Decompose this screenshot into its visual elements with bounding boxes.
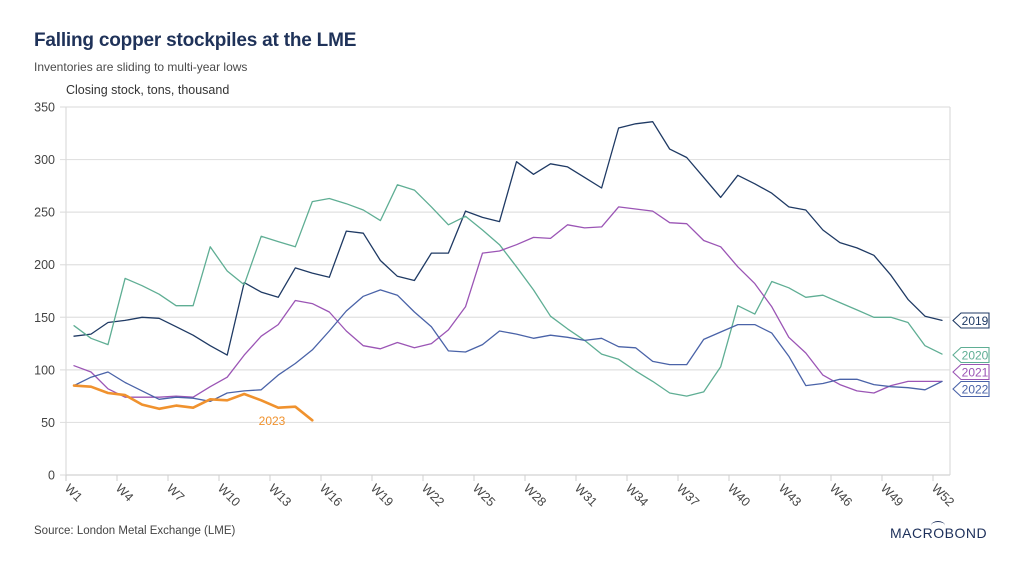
y-tick-label: 300 xyxy=(34,153,55,167)
x-tick-label: W19 xyxy=(368,481,396,509)
series-end-label-text: 2021 xyxy=(962,366,989,380)
label-flag-box xyxy=(952,346,990,364)
x-tick-label: W16 xyxy=(317,481,345,509)
label-flag-box xyxy=(952,380,990,398)
x-tick-label: W49 xyxy=(878,481,906,509)
x-tick-label: W34 xyxy=(623,481,651,509)
y-axis-caption: Closing stock, tons, thousand xyxy=(66,83,230,97)
y-tick-label: 200 xyxy=(34,258,55,272)
series-end-label-2019: 2019 xyxy=(952,312,990,329)
x-tick-label: W13 xyxy=(266,481,294,509)
x-tick-label: W46 xyxy=(827,481,855,509)
y-tick-label: 350 xyxy=(34,101,55,115)
x-tick-label: W31 xyxy=(572,481,600,509)
x-tick-label: W22 xyxy=(419,481,447,509)
x-tick-labels: W1 W4 W7 W10 W13 W16 W19 W22 W25 W28 W31 W34 W37 W40 W… xyxy=(62,481,957,509)
label-flag-box xyxy=(952,363,990,381)
label-flag-box xyxy=(952,312,990,329)
x-tick-label: W7 xyxy=(164,481,187,504)
x-tick-label: W1 xyxy=(62,481,85,504)
x-tick-label: W10 xyxy=(215,481,243,509)
x-tick-label: W25 xyxy=(470,481,498,509)
series-end-label-2021: 2021 xyxy=(952,363,990,381)
axes xyxy=(65,107,951,481)
series-end-labels: 2019 2020 2021 2022 2023 xyxy=(259,312,990,428)
y-tick-labels: 0 50 100 150 200 250 300 350 xyxy=(34,101,55,483)
series-end-label-2022: 2022 xyxy=(952,380,990,398)
gridlines xyxy=(60,106,950,476)
series-end-label-text: 2020 xyxy=(962,349,989,363)
series-line-2020 xyxy=(73,184,943,397)
y-tick-label: 50 xyxy=(41,416,55,430)
macrobond-logo: MACROBOND xyxy=(890,521,988,541)
source-note: Source: London Metal Exchange (LME) xyxy=(34,525,236,537)
x-tick-label: W52 xyxy=(929,481,957,509)
chart-subtitle: Inventories are sliding to multi-year lo… xyxy=(34,60,248,74)
x-tick-label: W28 xyxy=(521,481,549,509)
series-lines xyxy=(72,121,943,422)
series-label-2023: 2023 xyxy=(259,414,286,428)
series-line-2023 xyxy=(72,384,314,422)
series-end-label-text: 2022 xyxy=(962,383,989,397)
y-tick-label: 150 xyxy=(34,311,55,325)
chart-title: Falling copper stockpiles at the LME xyxy=(34,30,357,51)
y-tick-label: 100 xyxy=(34,363,55,377)
x-tick-label: W40 xyxy=(725,481,753,509)
series-end-label-2020: 2020 xyxy=(952,346,990,364)
y-tick-label: 250 xyxy=(34,206,55,220)
series-line-2019 xyxy=(73,121,943,356)
x-tick-label: W43 xyxy=(776,481,804,509)
series-line-2021 xyxy=(73,206,943,398)
logo-o-arc: O xyxy=(931,521,946,541)
y-tick-label: 0 xyxy=(48,469,55,483)
series-line-2022 xyxy=(73,289,943,403)
x-tick-label: W4 xyxy=(113,481,136,504)
x-tick-label: W37 xyxy=(674,481,702,509)
series-end-label-text: 2019 xyxy=(962,314,989,328)
